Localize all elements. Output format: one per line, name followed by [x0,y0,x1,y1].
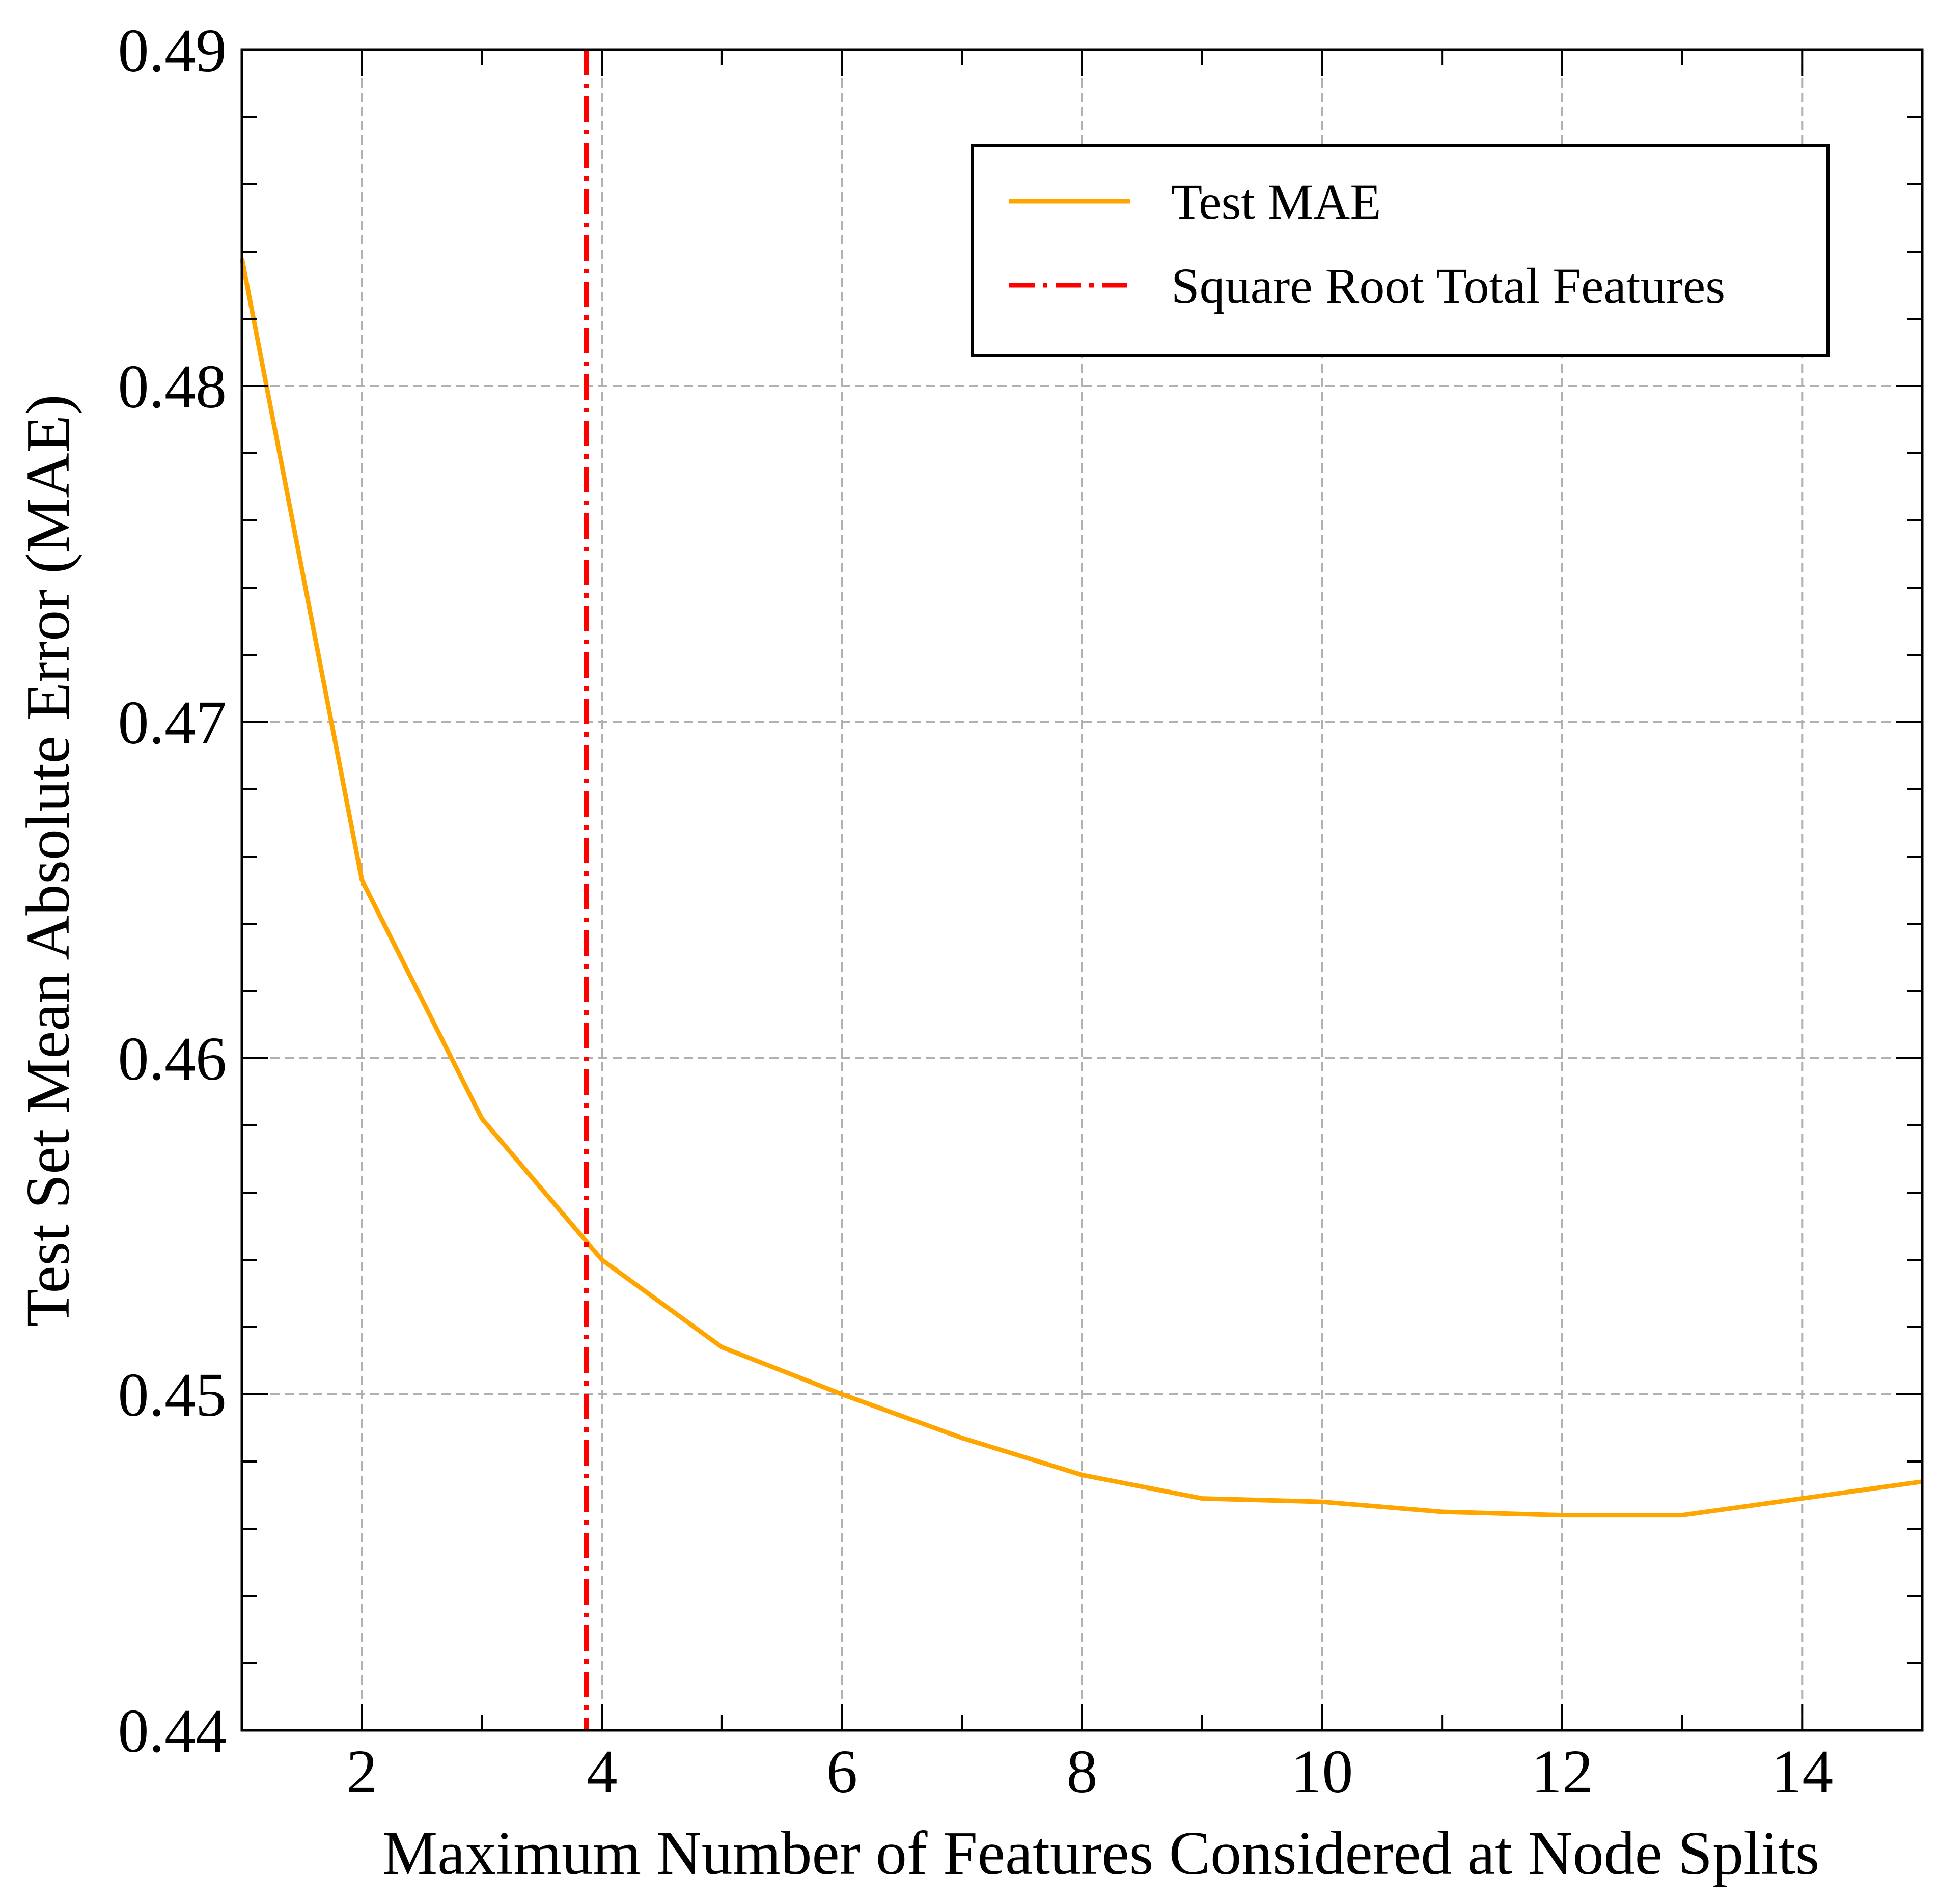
x-tick-label: 2 [346,1737,377,1806]
axis-ticks [241,49,1923,1731]
x-tick-label: 10 [1291,1737,1353,1806]
y-axis-title: Test Set Mean Absolute Error (MAE) [14,394,82,1327]
x-tick-label: 14 [1771,1737,1833,1806]
series-line-test-mae [239,258,1923,1518]
x-tick-label: 8 [1067,1737,1098,1806]
y-tick-label: 0.49 [118,16,227,85]
plot-data [239,50,1923,1730]
legend-label-test-mae: Test MAE [1171,174,1381,230]
x-axis-title: Maximum Number of Features Considered at… [382,1819,1820,1888]
tick-labels: 2 4 6 8 10 12 14 0.44 0.45 0.46 0.47 0.48 0.49 [118,16,1834,1806]
x-tick-label: 12 [1531,1737,1593,1806]
x-tick-label: 6 [826,1737,857,1806]
legend: Test MAE Square Root Total Features [971,144,1830,357]
y-tick-label: 0.48 [118,352,227,421]
y-tick-label: 0.46 [118,1025,227,1093]
y-tick-label: 0.44 [118,1697,227,1765]
x-tick-label: 4 [587,1737,618,1806]
y-tick-label: 0.45 [118,1361,227,1429]
legend-box [971,144,1830,357]
y-tick-label: 0.47 [118,688,227,757]
legend-label-square-root: Square Root Total Features [1171,258,1725,314]
